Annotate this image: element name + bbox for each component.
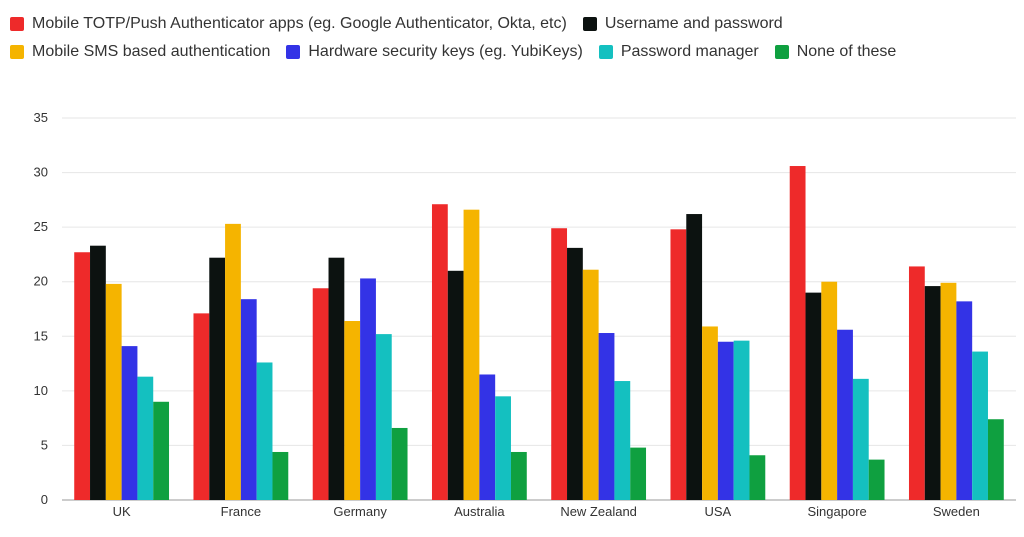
bar <box>789 166 806 500</box>
bar <box>582 269 599 500</box>
x-category-label: New Zealand <box>560 504 637 519</box>
bar <box>805 292 822 500</box>
y-tick-label: 0 <box>41 492 48 507</box>
bar <box>686 214 703 500</box>
bar <box>940 282 957 500</box>
bar <box>733 340 750 500</box>
bar <box>74 252 91 500</box>
bar <box>495 396 511 500</box>
legend-swatch-none <box>774 45 789 59</box>
legend-swatch-hardware-keys <box>286 45 301 59</box>
bar <box>837 329 853 500</box>
legend-label-totp: Mobile TOTP/Push Authenticator apps (eg.… <box>32 15 567 32</box>
legend-swatch-username-password <box>582 17 597 31</box>
bar <box>987 419 1004 500</box>
y-tick-label: 25 <box>34 219 48 234</box>
x-category-label: Singapore <box>807 504 866 519</box>
bar <box>344 321 361 500</box>
bar <box>630 447 647 500</box>
bar <box>868 459 885 500</box>
bar <box>272 451 289 500</box>
bar <box>749 455 766 500</box>
bar <box>121 346 138 500</box>
x-category-label: Germany <box>333 504 387 519</box>
bar <box>391 427 408 500</box>
bar <box>614 381 631 500</box>
bar <box>598 333 615 500</box>
x-category-label: France <box>221 504 261 519</box>
legend-item-sms: Mobile SMS based authentication <box>10 43 270 61</box>
y-tick-label: 35 <box>34 110 48 125</box>
x-category-label: Sweden <box>933 504 980 519</box>
x-category-label: UK <box>113 504 131 519</box>
y-tick-label: 15 <box>34 328 48 343</box>
bar <box>431 204 448 501</box>
bar <box>375 334 392 500</box>
bar <box>821 281 838 500</box>
bar <box>567 247 583 500</box>
legend-label-sms: Mobile SMS based authentication <box>32 43 271 60</box>
legend-row-2: Mobile SMS based authentication Hardware… <box>10 38 1010 66</box>
legend-label-none: None of these <box>796 43 897 60</box>
bar <box>240 299 257 500</box>
legend-label-hardware-keys: Hardware security keys (eg. YubiKeys) <box>308 43 583 60</box>
bar <box>479 374 496 500</box>
bar <box>90 245 106 500</box>
y-tick-label: 20 <box>34 274 48 289</box>
bar <box>105 283 122 500</box>
bar <box>447 270 464 500</box>
bar <box>908 266 925 500</box>
y-tick-label: 10 <box>34 383 48 398</box>
bar <box>972 351 988 500</box>
bar <box>670 229 687 500</box>
y-tick-label: 30 <box>34 165 48 180</box>
bar <box>209 257 226 500</box>
legend-label-username-password: Username and password <box>604 15 783 32</box>
legend-swatch-password-manager <box>598 45 613 59</box>
bar <box>956 301 973 500</box>
bar <box>717 341 734 500</box>
bar <box>551 228 568 500</box>
legend-swatch-sms <box>10 45 24 59</box>
bar <box>510 451 527 500</box>
legend-label-password-manager: Password manager <box>620 43 759 60</box>
legend-swatch-totp <box>10 17 24 31</box>
bar <box>360 278 376 500</box>
bar <box>137 376 154 500</box>
legend-row-1: Mobile TOTP/Push Authenticator apps (eg.… <box>10 10 1010 38</box>
bar <box>153 401 170 500</box>
legend-item-totp: Mobile TOTP/Push Authenticator apps (eg.… <box>10 15 567 33</box>
legend-item-username-password: Username and password <box>582 15 783 33</box>
y-tick-label: 5 <box>41 437 48 452</box>
bar <box>312 288 329 500</box>
legend-item-password-manager: Password manager <box>598 43 759 61</box>
x-category-label: Australia <box>454 504 505 519</box>
bar <box>328 257 345 500</box>
legend-item-hardware-keys: Hardware security keys (eg. YubiKeys) <box>286 43 583 61</box>
bar <box>256 362 273 500</box>
bar <box>702 326 718 500</box>
bar <box>924 286 941 500</box>
bar <box>193 313 210 500</box>
bar <box>463 209 480 500</box>
x-category-label: USA <box>705 504 732 519</box>
legend-item-none: None of these <box>774 43 897 61</box>
bar <box>225 223 241 500</box>
bar <box>852 378 869 500</box>
chart-legend: Mobile TOTP/Push Authenticator apps (eg.… <box>10 10 1010 66</box>
